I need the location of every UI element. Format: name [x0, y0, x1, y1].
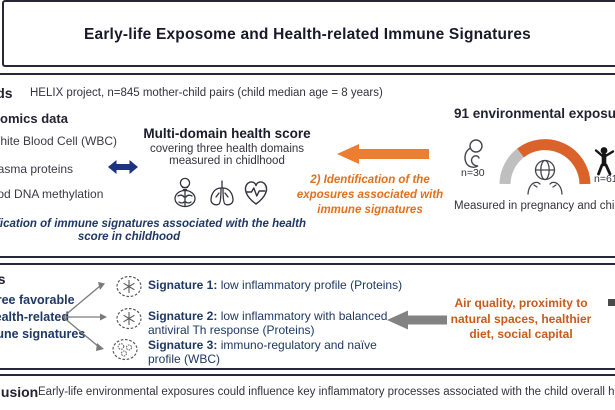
conclusion-box	[0, 374, 615, 410]
results-heading: Results	[0, 271, 6, 287]
left-arrow-gray-icon	[387, 308, 447, 332]
signature3-label: Signature 3:	[148, 338, 218, 352]
signature3-text-line2: profile (WBC)	[148, 352, 221, 366]
helix-cohort-line: HELIX project, n=845 mother-child pairs …	[30, 87, 383, 99]
exposures-line1: Air quality, proximity to	[454, 296, 588, 310]
title-box	[2, 0, 615, 67]
omics-item-wbc: White Blood Cell (WBC)	[0, 134, 118, 148]
cropped-arrow-fragment	[608, 299, 615, 306]
step1-line2: score in childhood	[77, 231, 181, 243]
signature1-text: Signature 1: low inflammatory profile (P…	[148, 278, 402, 292]
lungs-icon	[208, 180, 236, 207]
conclusion-text: Early-life environmental exposures could…	[38, 386, 615, 398]
brain-icon	[170, 176, 200, 208]
step1-line1: 1) Identification of immune signatures a…	[0, 218, 306, 230]
figure-title: Early-life Exposome and Health-related I…	[83, 26, 532, 43]
health-score-sub2: measured in chidlhood	[169, 155, 285, 167]
step1-caption: 1) Identification of immune signatures a…	[0, 218, 399, 244]
favorable-signatures-label: Three favorable health-related immune si…	[0, 292, 128, 343]
step2-caption: 2) Identification of the exposures assoc…	[290, 173, 450, 218]
cell-icon-signature1	[115, 275, 143, 298]
exposure-gauge	[497, 137, 593, 187]
health-score-title: Multi-domain health score	[143, 126, 311, 141]
globe-hands-icon	[524, 158, 566, 196]
cell-icon-signature3	[111, 338, 139, 361]
child-n-label: n=61	[594, 173, 615, 185]
signature2-text: Signature 2: low inflammatory with balan…	[148, 309, 387, 323]
label-line1: Three favorable	[0, 293, 75, 307]
signature2-label: Signature 2:	[148, 309, 218, 323]
conclusion-heading: Conclusion	[0, 384, 39, 400]
omics-heading: Three omics data	[0, 111, 68, 126]
signature2-line1: low inflammatory with balanced	[217, 309, 388, 323]
health-score-block: Multi-domain health score covering three…	[127, 126, 327, 167]
exposome-heading: 91 environmental exposures	[454, 106, 615, 121]
omics-item-proteins: Plasma proteins	[0, 162, 74, 176]
left-arrow-orange-icon	[337, 143, 429, 165]
favorable-exposures-caption: Air quality, proximity to natural spaces…	[441, 296, 601, 343]
label-line3: immune signatures	[0, 327, 86, 341]
exposome-caption: Measured in pregnancy and childhood	[454, 200, 615, 212]
health-score-sub1: covering three health domains	[149, 143, 305, 155]
cell-icon-signature2	[115, 307, 143, 330]
signature2-text-line2: antiviral Th response (Proteins)	[148, 323, 315, 337]
branch-arrows-icon	[58, 277, 110, 353]
step2-line3: immune signatures	[317, 204, 423, 216]
signature1-label: Signature 1:	[148, 278, 218, 292]
signature1-line1: low inflammatory profile (Proteins)	[217, 278, 403, 292]
label-line2: health-related	[0, 310, 69, 324]
double-arrow-icon	[108, 159, 138, 175]
omics-item-methylation: Blood DNA methylation	[0, 187, 104, 201]
heart-icon	[241, 177, 271, 207]
fetus-icon	[458, 137, 488, 171]
signature3-text: Signature 3: immuno-regulatory and naïve	[148, 338, 377, 352]
fetus-n-label: n=30	[461, 167, 485, 179]
step2-line1: 2) Identification of the	[310, 174, 430, 186]
child-icon	[593, 146, 615, 176]
step2-line2: exposures associated with	[296, 189, 444, 201]
signature3-line1: immuno-regulatory and naïve	[217, 338, 377, 352]
exposures-line2: natural spaces, healthier	[450, 311, 592, 326]
exposures-line3: diet, social capital	[469, 327, 573, 341]
methods-heading: Methods	[0, 85, 13, 101]
